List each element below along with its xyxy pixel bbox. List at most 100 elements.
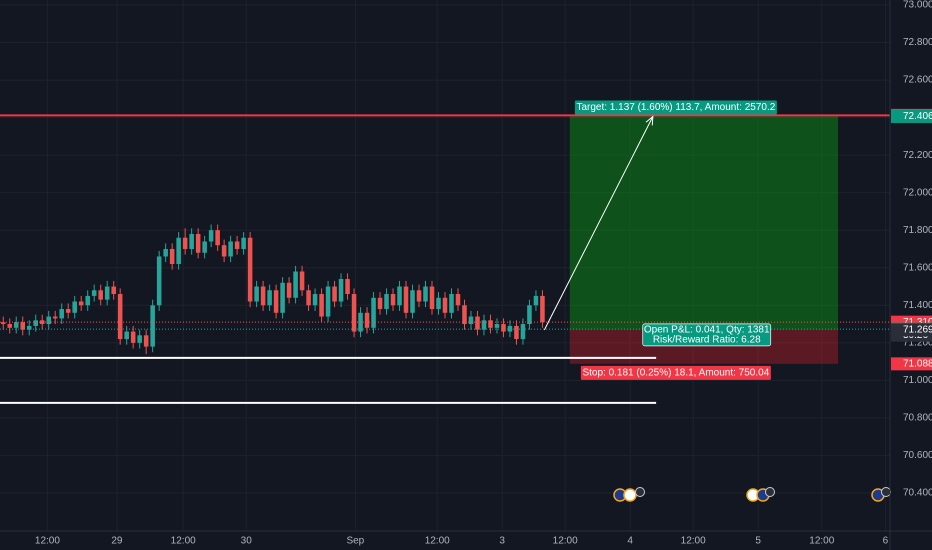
candle-body (520, 324, 526, 340)
price-label: 71.269 (903, 325, 932, 336)
candle-body (202, 241, 207, 253)
candle-body (163, 248, 168, 257)
candle-body (273, 290, 279, 313)
y-tick-label: 72.800 (903, 37, 932, 48)
arrow-head (645, 115, 654, 126)
candle-body (59, 309, 64, 319)
y-tick-label: 72.200 (903, 150, 932, 161)
event-icon[interactable] (765, 487, 775, 497)
candle-body (111, 286, 116, 295)
candle-body (299, 271, 305, 291)
projection-arrow (543, 116, 654, 331)
stop-label-box (580, 365, 771, 380)
price-label-box (891, 357, 932, 371)
candle-body (481, 320, 487, 330)
candle-body (33, 320, 39, 326)
candle-body (494, 324, 500, 328)
candle-body (20, 322, 26, 330)
y-tick-label: 70.400 (903, 488, 932, 499)
candle-body (130, 331, 136, 343)
event-icon[interactable] (623, 488, 637, 502)
event-icon[interactable] (635, 487, 645, 497)
candle-body (475, 316, 480, 330)
candle-body (533, 295, 539, 306)
candle-body (377, 297, 383, 310)
candle-body (0, 322, 6, 325)
x-tick-label: 6 (883, 536, 889, 547)
overlays: Target: 1.137 (1.60%) 113.7, Amount: 257… (0, 100, 890, 404)
candle-body (228, 241, 233, 257)
candle-body (234, 241, 240, 249)
candle-body (364, 312, 370, 328)
position-zone (569, 116, 839, 364)
price-label: 71.088 (903, 358, 932, 369)
y-tick-label: 70.800 (903, 413, 932, 424)
candle-body (104, 286, 110, 300)
profit-zone (569, 116, 839, 330)
candle-body (403, 286, 409, 313)
candle-body (7, 324, 13, 328)
event-icons (613, 487, 891, 502)
x-tick-label: 12:00 (681, 536, 706, 547)
candle-body (384, 294, 389, 310)
x-tick-label: 30 (241, 536, 253, 547)
pnl-box (642, 323, 772, 347)
candle-body (338, 279, 344, 302)
y-tick-label: 71.800 (903, 225, 932, 236)
x-tick-label: 12:00 (553, 536, 578, 547)
target-label-box (574, 100, 777, 115)
candle-body (26, 325, 32, 330)
candle-body (267, 290, 272, 306)
x-tick-label: 12:00 (425, 536, 450, 547)
event-icon[interactable] (881, 487, 891, 497)
ratio-label: Risk/Reward Ratio: 6.28 (653, 335, 761, 346)
candle-body (319, 294, 324, 317)
candle-body (462, 305, 467, 325)
candle-body (189, 233, 194, 249)
candle-body (91, 290, 97, 296)
candle-body (449, 294, 454, 313)
candle-body (169, 248, 175, 264)
candle-body (65, 309, 71, 313)
candles (0, 224, 545, 355)
candle-body (429, 286, 435, 310)
candle-body (423, 286, 428, 302)
candle-body (390, 294, 396, 306)
candle-body (468, 316, 474, 325)
price-label: 71.310 (903, 317, 932, 328)
x-tick-label: Sep (346, 536, 364, 547)
candle-body (215, 230, 220, 246)
price-label-box (891, 323, 932, 337)
x-tick-label: 29 (111, 536, 123, 547)
candle-body (98, 290, 103, 300)
y-tick-label: 71.200 (903, 337, 932, 348)
candle-body (195, 233, 201, 253)
candle-body (13, 322, 19, 328)
candle-body (143, 335, 149, 347)
price-label-box (891, 109, 932, 123)
candle-body (182, 237, 188, 249)
candle-body (501, 324, 506, 332)
candle-body (306, 290, 311, 306)
y-tick-label: 70.600 (903, 450, 932, 461)
candle-body (254, 286, 259, 302)
y-tick-label: 71.000 (903, 375, 932, 386)
candle-body (293, 271, 298, 298)
candle-body (176, 237, 181, 264)
candle-body (514, 325, 519, 340)
x-tick-label: 12:00 (35, 536, 60, 547)
price-label: 72.406 (903, 111, 932, 122)
candle-body (351, 294, 357, 332)
candle-body (241, 237, 246, 249)
candle-body (117, 294, 123, 340)
candle-body (85, 295, 90, 306)
y-tick-label: 71.400 (903, 300, 932, 311)
candle-body (208, 230, 214, 242)
candle-body (124, 331, 129, 340)
y-tick-label: 72.600 (903, 75, 932, 86)
y-tick-label: 73.000 (903, 0, 932, 11)
candle-body (371, 297, 376, 328)
x-tick-label: 3 (499, 536, 505, 547)
